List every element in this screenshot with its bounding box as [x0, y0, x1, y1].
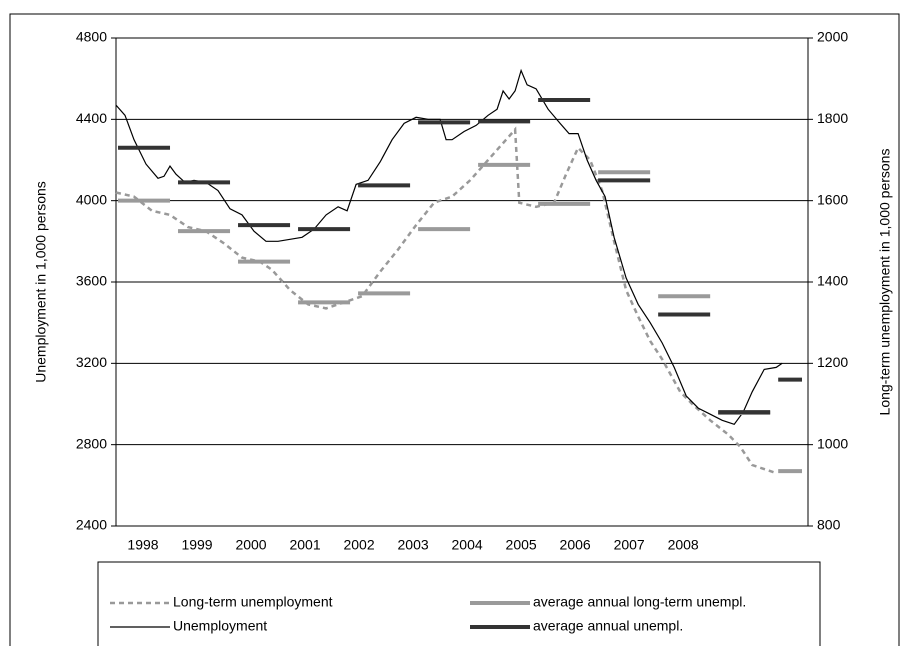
x-tick-label: 2002: [343, 537, 374, 553]
y-tick-label: 4400: [76, 110, 107, 126]
x-tick-label: 2003: [398, 537, 429, 553]
x-tick-label: 2001: [289, 537, 320, 553]
y2-tick-label: 2000: [817, 29, 848, 45]
legend-label: average annual unempl.: [533, 618, 683, 634]
x-tick-label: 2006: [560, 537, 591, 553]
y-tick-label: 2800: [76, 435, 107, 451]
y2-tick-label: 800: [817, 517, 841, 533]
y-tick-label: 2400: [76, 517, 107, 533]
y-tick-label: 3600: [76, 273, 107, 289]
x-tick-label: 2005: [506, 537, 537, 553]
x-tick-label: 1999: [181, 537, 212, 553]
chart-frame: [9, 13, 900, 651]
y2-tick-label: 1200: [817, 354, 848, 370]
y-tick-label: 3200: [76, 354, 107, 370]
y2-tick-label: 1000: [817, 435, 848, 451]
x-tick-label: 1998: [127, 537, 158, 553]
legend-label: Long-term unemployment: [173, 594, 333, 610]
y-tick-label: 4800: [76, 29, 107, 45]
y-axis-title: Unemployment in 1,000 persons: [33, 181, 49, 383]
legend-box: [97, 561, 821, 651]
y2-axis-title: Long-term unemployment in 1,000 persons: [877, 149, 893, 416]
y2-tick-label: 1600: [817, 191, 848, 207]
x-tick-label: 2000: [235, 537, 266, 553]
data-line: [115, 126, 777, 475]
y2-tick-label: 1800: [817, 110, 848, 126]
legend-label: Unemployment: [173, 618, 267, 634]
y-tick-label: 4000: [76, 191, 107, 207]
x-tick-label: 2008: [668, 537, 699, 553]
y2-tick-label: 1400: [817, 273, 848, 289]
x-tick-label: 2004: [452, 537, 483, 553]
x-tick-label: 2007: [614, 537, 645, 553]
legend-label: average annual long-term unempl.: [533, 594, 746, 610]
data-line: [115, 68, 783, 426]
